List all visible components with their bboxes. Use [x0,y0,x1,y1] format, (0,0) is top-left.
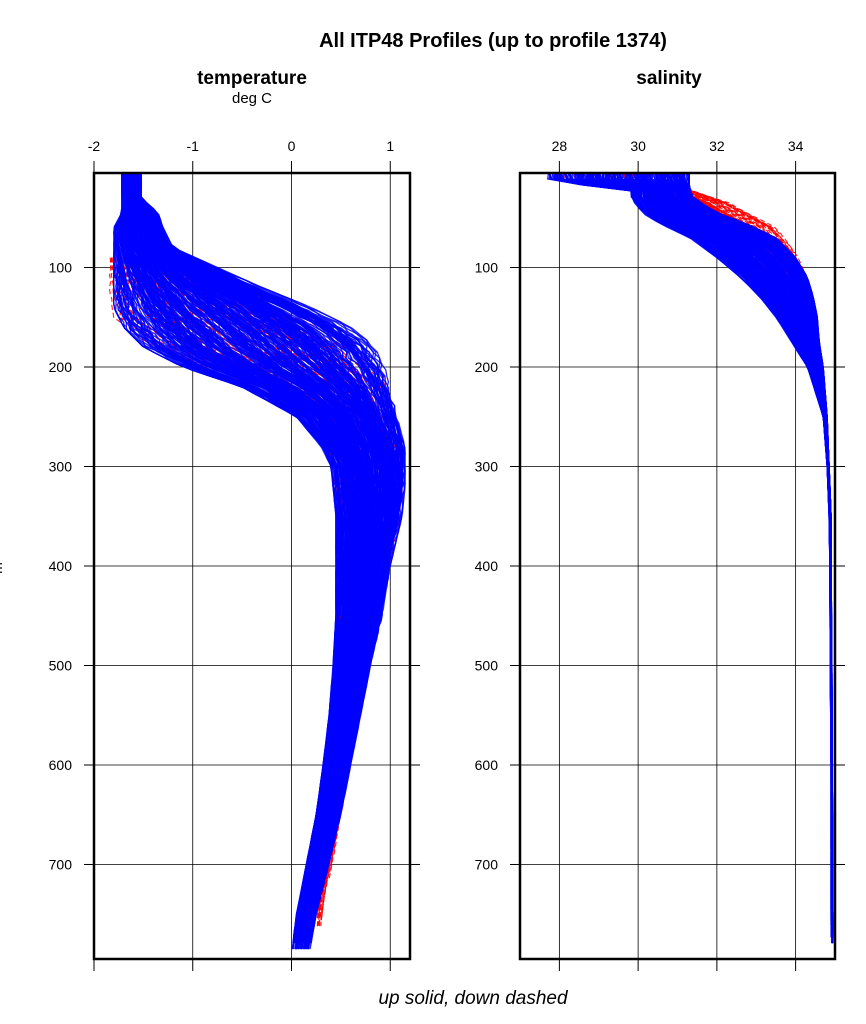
salinity-panel-title: salinity [636,68,702,89]
salinity-ytick-label-3: 400 [475,558,499,574]
temperature-ytick-label-1: 200 [49,359,73,375]
temperature-xtick-label-2: 0 [288,138,296,154]
temperature-ytick-label-5: 600 [49,757,73,773]
salinity-profiles [546,173,834,944]
salinity-xtick-label-3: 34 [788,138,804,154]
salinity-up-profile-299 [650,173,834,920]
temperature-up-profile-295 [131,173,368,932]
salinity-xtick-label-0: 28 [552,138,568,154]
temperature-ticks: -2 -1 0 1 100 200 300 400 500 600 700 [49,138,420,971]
salinity-xtick-label-1: 30 [630,138,646,154]
temperature-profiles [108,173,406,950]
temperature-up-profile-291 [129,173,367,932]
temperature-axis-unit: deg C [232,90,272,107]
temperature-up-profile-283 [113,173,340,938]
salinity-ytick-label-0: 100 [475,260,499,276]
temperature-up-profile-299 [136,173,392,938]
salinity-ytick-label-4: 500 [475,657,499,673]
salinity-ytick-label-5: 600 [475,757,499,773]
temperature-xtick-label-3: 1 [386,138,394,154]
temperature-ytick-label-6: 700 [49,856,73,872]
salinity-ytick-label-2: 300 [475,459,499,475]
temperature-up-profile-277 [137,173,395,932]
temperature-up-profile-284 [125,173,354,950]
temperature-up-profile-298 [120,173,347,938]
salinity-ytick-label-6: 700 [475,856,499,872]
salinity-down-profile-57 [679,173,814,311]
temperature-ytick-label-3: 400 [49,558,73,574]
salinity-xtick-label-2: 32 [709,138,725,154]
salinity-ytick-label-1: 200 [475,359,499,375]
salinity-panel: salinity 28 30 32 34 100 200 300 400 500 600 700 [475,68,845,971]
figure-title: All ITP48 Profiles (up to profile 1374) [319,30,667,52]
temperature-up-profile-292 [133,173,379,932]
salinity-ticks: 28 30 32 34 100 200 300 400 500 600 700 [475,138,845,971]
temperature-panel-title: temperature [197,68,307,89]
temperature-up-profile-297 [135,173,388,944]
temperature-up-profile-289 [116,173,342,932]
temperature-up-profile-198 [140,173,406,932]
temperature-panel: temperature deg C -2 -1 0 1 100 200 300 400 500 6… [49,68,420,971]
temperature-up-profile-253 [118,173,347,932]
salinity-plot-frame [518,171,837,961]
y-axis-label-fragment: m [0,562,5,574]
temperature-ytick-label-0: 100 [49,260,73,276]
figure-caption: up solid, down dashed [378,988,569,1009]
temperature-up-profile-192 [134,173,382,926]
temperature-xtick-label-1: -1 [187,138,200,154]
temperature-ytick-label-4: 500 [49,657,73,673]
temperature-plot-frame [92,171,412,961]
temperature-up-profile-293 [133,173,381,950]
temperature-up-profile-278 [126,173,360,932]
temperature-ytick-label-2: 300 [49,459,73,475]
temperature-xtick-label-0: -2 [88,138,101,154]
temperature-up-profile-274 [139,173,402,938]
temperature-up-profile-290 [129,173,364,932]
